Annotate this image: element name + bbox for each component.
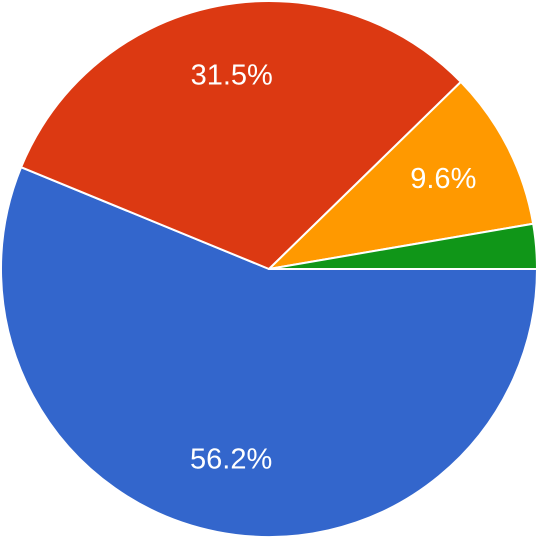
pie-slice [268,80,535,270]
pie-slice [268,222,538,270]
pie-slice [20,0,462,270]
slice-label: 31.5% [191,60,273,92]
slice-label: 56.2% [190,444,272,476]
slice-label: 9.6% [410,163,476,195]
pie-slice [0,166,538,538]
